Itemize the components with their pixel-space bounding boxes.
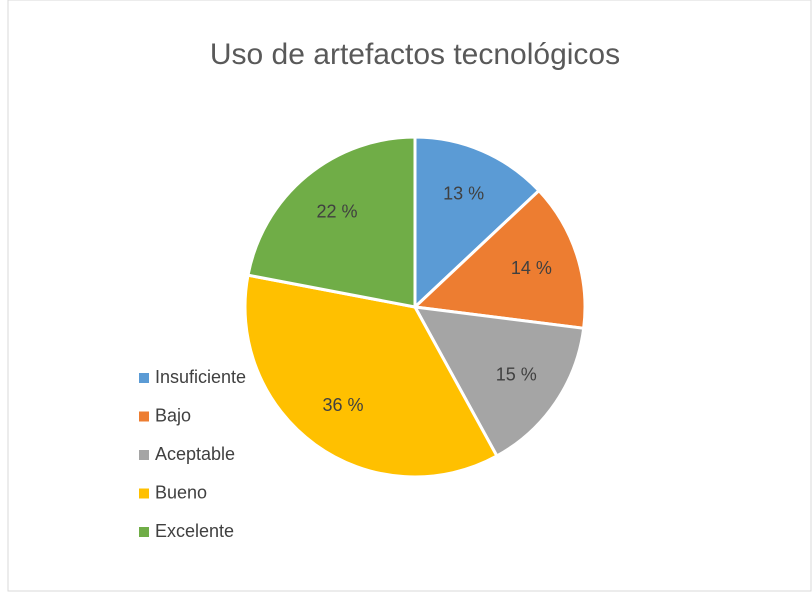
legend-label: Bueno [155, 482, 207, 502]
legend-label: Excelente [155, 521, 234, 541]
data-label: 22 % [316, 201, 357, 221]
pie-slice [243, 273, 499, 479]
pie-slice [246, 135, 417, 309]
legend-swatch [139, 373, 149, 383]
data-label: 13 % [443, 183, 484, 203]
chart-title: Uso de artefactos tecnológicos [210, 38, 620, 71]
legend-label: Insuficiente [155, 367, 246, 387]
legend-swatch [139, 450, 149, 460]
legend-label: Aceptable [155, 444, 235, 464]
pie-slice [413, 135, 542, 311]
data-label: 14 % [511, 258, 552, 278]
data-label: 15 % [496, 365, 537, 385]
legend-swatch [139, 527, 149, 537]
legend-swatch [139, 411, 149, 422]
data-label: 36 % [323, 395, 364, 415]
pie-slice [411, 188, 587, 330]
legend-label: Bajo [155, 405, 191, 425]
legend-swatch [139, 488, 149, 499]
pie-slice [412, 305, 586, 459]
